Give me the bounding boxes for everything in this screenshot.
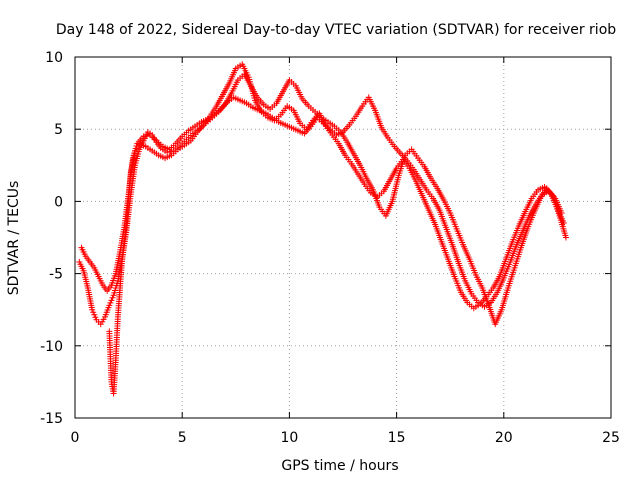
y-tick-label: -10 (40, 339, 63, 355)
series-track-c (106, 71, 569, 397)
chart-title: Day 148 of 2022, Sidereal Day-to-day VTE… (56, 22, 616, 38)
plot-frame (74, 56, 612, 419)
x-tick-label: 0 (71, 430, 80, 446)
data-marks (76, 61, 569, 397)
y-tick-label: -15 (40, 411, 63, 427)
data-point (164, 149, 171, 156)
series-track-a (76, 61, 567, 328)
x-tick-labels: 0 5 10 15 20 25 (71, 430, 620, 446)
y-tick-label: 5 (54, 122, 63, 138)
data-point (109, 294, 116, 301)
y-tick-labels: -15 -10 -5 0 5 10 (40, 50, 63, 427)
data-point (90, 309, 97, 316)
x-tick-label: 20 (495, 430, 513, 446)
x-tick-label: 10 (280, 430, 298, 446)
x-tick-label: 25 (602, 430, 620, 446)
data-point (89, 306, 96, 313)
data-point (108, 297, 115, 304)
x-tick-label: 15 (388, 430, 406, 446)
x-tick-label: 5 (178, 430, 187, 446)
data-point (562, 234, 569, 241)
y-tick-label: 0 (54, 194, 63, 210)
axis-ticks (74, 56, 612, 419)
x-axis-label: GPS time / hours (281, 458, 398, 474)
data-point (107, 299, 114, 306)
data-point (91, 311, 98, 318)
y-tick-label: -5 (49, 267, 63, 283)
series-track-b (78, 94, 565, 310)
data-point (167, 148, 174, 155)
grid (75, 57, 611, 418)
y-tick-label: 10 (45, 50, 63, 66)
data-point (92, 314, 99, 321)
y-axis-label: SDTVAR / TECUs (6, 181, 22, 296)
data-point (106, 302, 113, 309)
